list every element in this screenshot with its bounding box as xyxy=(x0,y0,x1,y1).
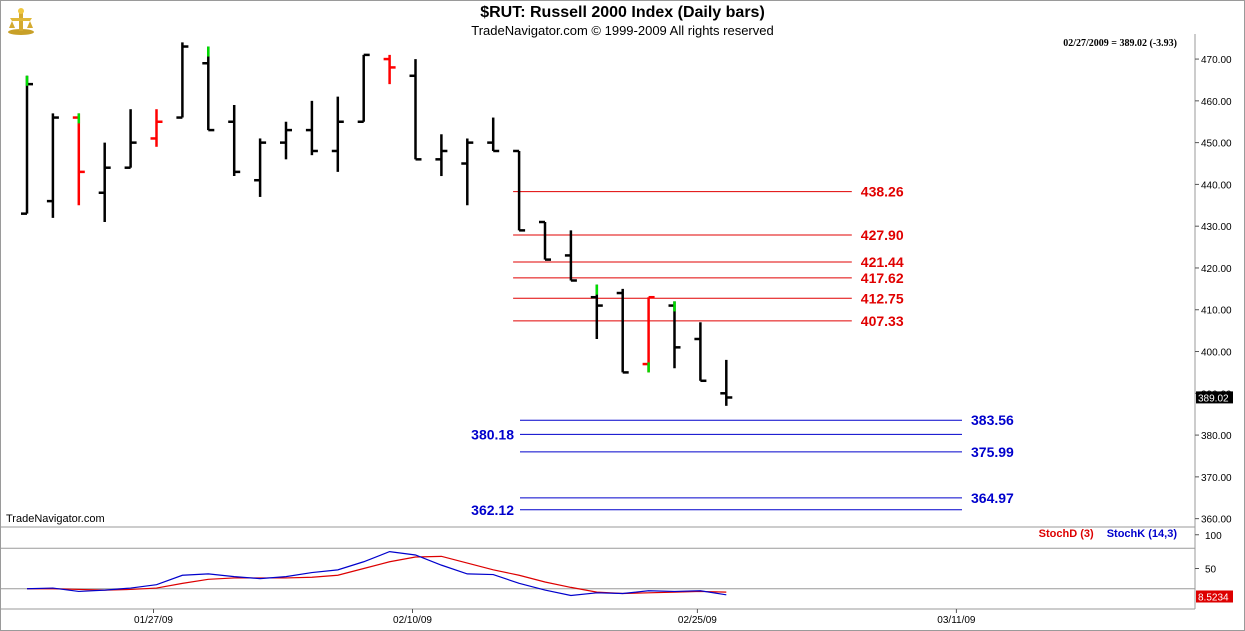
level-label: 412.75 xyxy=(861,290,904,306)
level-label: 417.62 xyxy=(861,270,904,286)
level-label: 407.33 xyxy=(861,313,904,329)
price-tick-label: 380.00 xyxy=(1201,431,1232,442)
chart-title: $RUT: Russell 2000 Index (Daily bars) xyxy=(480,4,765,21)
date-tick-label: 03/11/09 xyxy=(937,615,976,626)
trade-navigator-logo xyxy=(6,6,36,36)
level-label: 364.97 xyxy=(971,490,1014,506)
last-price-label: 389.02 xyxy=(1198,393,1229,404)
copyright-subtitle: TradeNavigator.com © 1999-2009 All right… xyxy=(471,23,774,38)
price-tick-label: 360.00 xyxy=(1201,515,1232,526)
stoch-tick-label: 100 xyxy=(1205,531,1222,542)
level-label: 380.18 xyxy=(471,426,514,442)
price-tick-label: 440.00 xyxy=(1201,180,1232,191)
level-label: 421.44 xyxy=(861,254,904,270)
price-tick-label: 450.00 xyxy=(1201,139,1232,150)
stoch-last-label: 8.5234 xyxy=(1198,592,1229,603)
legend-stochk: StochK (14,3) xyxy=(1106,528,1177,540)
level-label: 427.90 xyxy=(861,227,904,243)
stoch-last-tag xyxy=(1196,590,1233,603)
date-tick-label: 02/10/09 xyxy=(393,615,432,626)
last-price-tag xyxy=(1196,391,1233,404)
price-tick-label: 430.00 xyxy=(1201,222,1232,233)
watermark: TradeNavigator.com xyxy=(6,513,105,525)
stoch-series-line xyxy=(26,551,727,597)
legend-stochd: StochD (3) xyxy=(1038,528,1094,540)
stoch-tick-label: 50 xyxy=(1205,565,1217,576)
date-tick-label: 02/25/09 xyxy=(678,615,717,626)
price-tick-label: 410.00 xyxy=(1201,306,1232,317)
price-tick-label: 370.00 xyxy=(1201,473,1232,484)
level-label: 362.12 xyxy=(471,502,514,518)
price-tick-label: 400.00 xyxy=(1201,348,1232,359)
level-label: 438.26 xyxy=(861,184,904,200)
level-label: 375.99 xyxy=(971,444,1014,460)
price-tick-label: 460.00 xyxy=(1201,97,1232,108)
last-quote: 02/27/2009 = 389.02 (-3.93) xyxy=(1063,38,1177,49)
stochastic-legend: StochD (3) StochK (14,3) xyxy=(1029,528,1177,540)
date-tick-label: 01/27/09 xyxy=(134,615,173,626)
price-tick-label: 470.00 xyxy=(1201,55,1232,66)
level-label: 383.56 xyxy=(971,412,1014,428)
price-tick-label: 420.00 xyxy=(1201,264,1232,275)
